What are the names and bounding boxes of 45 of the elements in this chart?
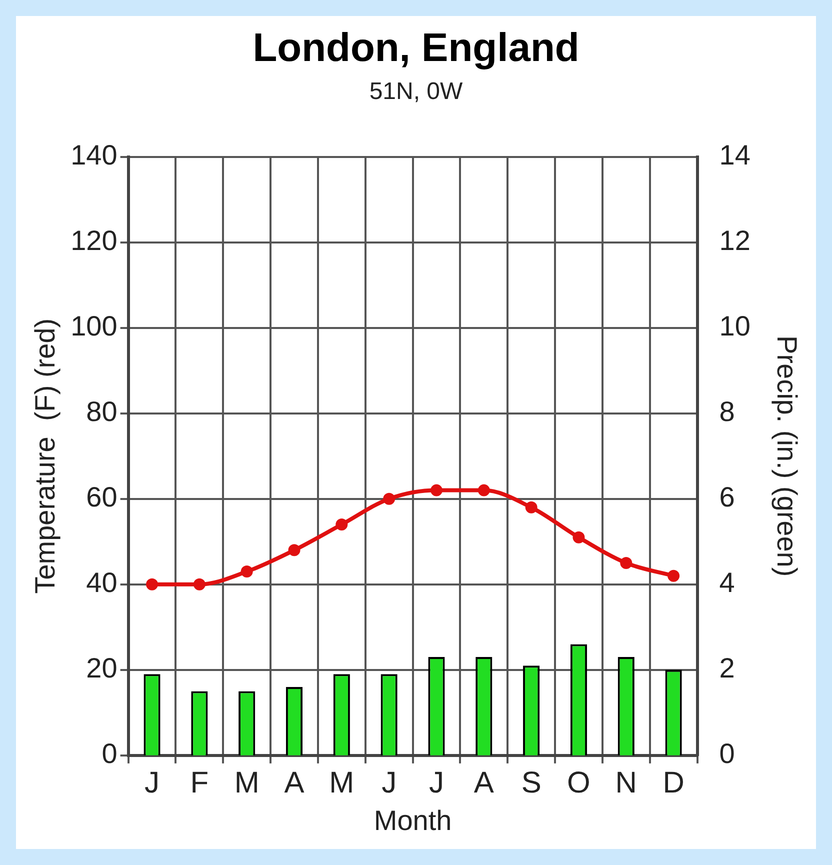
x-tick-label: A	[284, 766, 304, 800]
y2-tick-label: 12	[719, 225, 750, 256]
y-tick-label: 100	[70, 310, 118, 342]
point	[240, 566, 253, 578]
y-tick-label: 120	[70, 225, 118, 256]
y2-tick-label: 10	[719, 310, 750, 342]
y-tick-label: 20	[86, 652, 118, 684]
x-tick-label: S	[521, 766, 542, 800]
y2-tick-label: 8	[719, 396, 735, 428]
chart-title: London, England	[252, 26, 580, 70]
y-axis-title: Temperature (F) (red)	[30, 318, 61, 594]
x-tick-label: O	[567, 766, 590, 800]
x-tick-label: F	[190, 766, 209, 800]
x-tick-label: A	[474, 766, 494, 800]
y-tick-label: 60	[86, 482, 118, 513]
point	[336, 518, 348, 531]
y2-tick-label: 2	[719, 652, 735, 684]
y-tick-label: 40	[86, 567, 118, 598]
x-axis-title: Month	[374, 804, 452, 836]
chart-subtitle: 51N, 0W	[369, 78, 464, 106]
point	[193, 578, 206, 590]
x-tick-label: D	[662, 766, 684, 800]
point	[525, 501, 538, 514]
y2-tick-label: 4	[719, 567, 735, 598]
x-tick-label: J	[382, 766, 397, 800]
y-tick-label: 0	[102, 738, 118, 770]
point	[572, 531, 585, 544]
point	[288, 544, 300, 556]
point	[620, 556, 632, 569]
point	[146, 578, 158, 590]
x-tick-label: J	[144, 766, 160, 800]
point	[383, 492, 396, 505]
y2-tick-label: 6	[719, 482, 735, 513]
y2-tick-label: 0	[719, 738, 735, 770]
x-tick-label: J	[428, 766, 444, 800]
point	[430, 484, 442, 496]
x-tick-label: M	[329, 766, 354, 800]
y-tick-label: 140	[70, 140, 118, 171]
x-tick-label: M	[234, 766, 260, 800]
y2-tick-label: 14	[719, 140, 750, 171]
y-tick-label: 80	[86, 396, 118, 428]
point	[478, 484, 490, 496]
x-tick-label: N	[615, 766, 637, 800]
y2-axis-title: Precip. (in.) (green)	[771, 336, 802, 577]
point	[668, 570, 680, 582]
